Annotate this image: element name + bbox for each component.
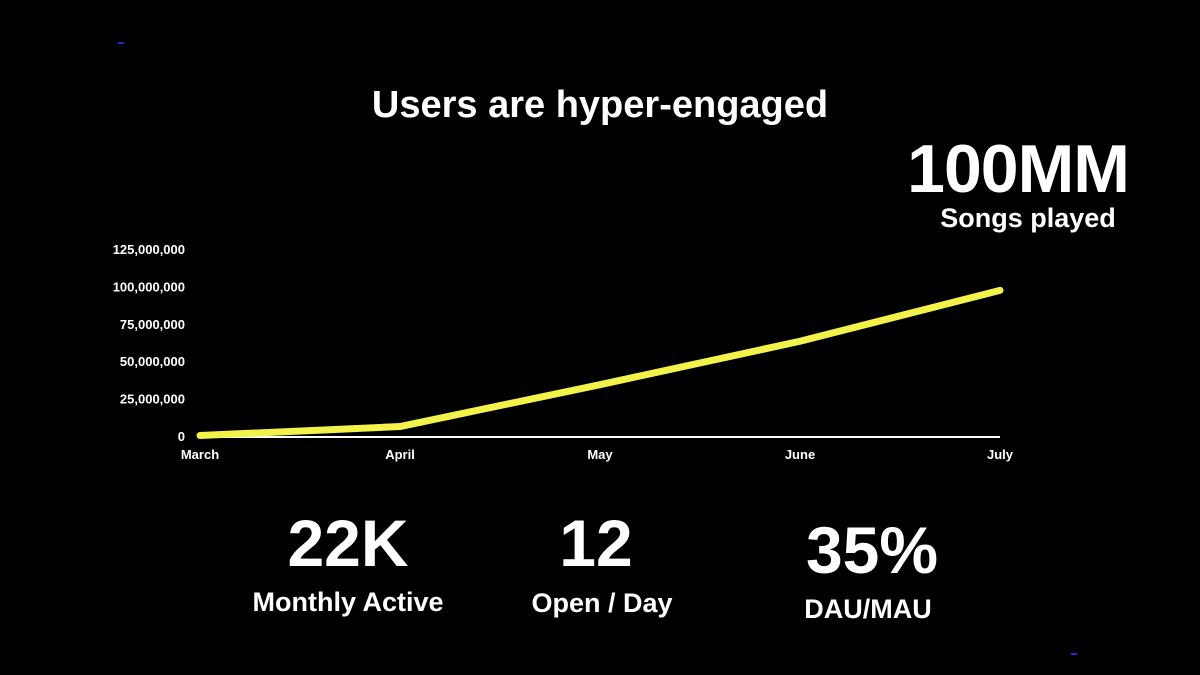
stat-monthly-active-label: Monthly Active (252, 587, 444, 617)
chart-series-group (196, 286, 1004, 440)
y-tick-label: 0 (178, 429, 185, 444)
x-tick-label: July (987, 447, 1014, 462)
hero-stat-label: Songs played (940, 203, 1116, 233)
hero-stat-value: 100MM (907, 131, 1130, 207)
stat-dau-mau-label: DAU/MAU (804, 594, 932, 624)
x-tick-label: April (385, 447, 415, 462)
stat-monthly-active-value: 22K (287, 506, 409, 580)
y-tick-label: 50,000,000 (120, 354, 185, 369)
x-axis-tick-labels: March April May June July (181, 447, 1014, 462)
decorative-dot-bottom-right (1071, 653, 1077, 655)
y-tick-label: 125,000,000 (113, 242, 185, 257)
decorative-dot-top-left (118, 42, 124, 44)
x-tick-label: June (785, 447, 815, 462)
x-tick-label: May (587, 447, 613, 462)
y-tick-label: 75,000,000 (120, 317, 185, 332)
stat-open-per-day-value: 12 (559, 506, 633, 580)
y-tick-label: 100,000,000 (113, 279, 185, 294)
y-axis-tick-labels: 0 25,000,000 50,000,000 75,000,000 100,000,0… (113, 242, 185, 444)
x-tick-label: March (181, 447, 219, 462)
y-tick-label: 25,000,000 (120, 392, 185, 407)
songs-played-series-line (196, 286, 1004, 440)
stat-open-per-day-label: Open / Day (531, 588, 673, 618)
stat-dau-mau-value: 35% (805, 513, 939, 587)
slide-title: Users are hyper-engaged (371, 84, 829, 126)
